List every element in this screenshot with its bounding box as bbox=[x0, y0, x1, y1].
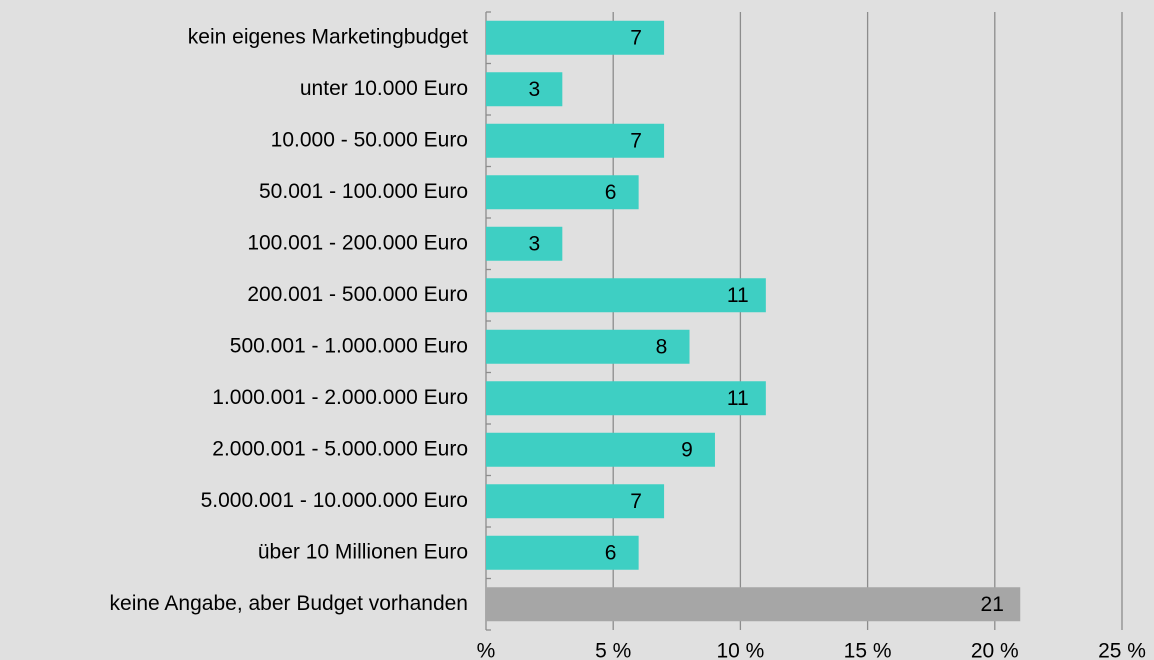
y-tick-label: keine Angabe, aber Budget vorhanden bbox=[110, 592, 468, 615]
bar bbox=[486, 72, 563, 107]
y-tick-label: 1.000.001 - 2.000.000 Euro bbox=[212, 386, 468, 409]
data-label: 21 bbox=[981, 593, 1004, 616]
data-label: 7 bbox=[630, 129, 642, 152]
y-tick-label: 5.000.001 - 10.000.000 Euro bbox=[201, 489, 468, 512]
bar bbox=[486, 175, 639, 210]
bar bbox=[486, 587, 1021, 622]
bar bbox=[486, 484, 665, 519]
data-label: 9 bbox=[681, 438, 693, 461]
x-tick-label: 10 % bbox=[716, 640, 764, 660]
x-tick-label: 20 % bbox=[971, 640, 1019, 660]
y-tick-label: unter 10.000 Euro bbox=[300, 77, 468, 100]
bar bbox=[486, 278, 766, 313]
bar bbox=[486, 226, 563, 261]
y-tick-label: 500.001 - 1.000.000 Euro bbox=[230, 334, 468, 357]
x-tick-label: 5 % bbox=[595, 640, 631, 660]
bar bbox=[486, 329, 690, 364]
data-label: 6 bbox=[605, 541, 617, 564]
bar bbox=[486, 535, 639, 570]
data-label: 11 bbox=[727, 284, 749, 307]
bar bbox=[486, 381, 766, 416]
y-tick-label: 200.001 - 500.000 Euro bbox=[247, 283, 468, 306]
y-tick-label: 50.001 - 100.000 Euro bbox=[259, 180, 468, 203]
bar bbox=[486, 432, 715, 467]
data-label: 7 bbox=[630, 26, 642, 49]
x-tick-label: 25 % bbox=[1098, 640, 1146, 660]
data-label: 8 bbox=[656, 335, 668, 358]
x-tick-label: 15 % bbox=[844, 640, 892, 660]
bar bbox=[486, 123, 665, 158]
y-tick-label: 10.000 - 50.000 Euro bbox=[271, 128, 468, 151]
data-label: 3 bbox=[528, 232, 540, 255]
bar bbox=[486, 20, 665, 55]
y-tick-label: 100.001 - 200.000 Euro bbox=[247, 231, 468, 254]
x-tick-label: % bbox=[477, 640, 496, 660]
data-label: 6 bbox=[605, 181, 617, 204]
y-tick-label: kein eigenes Marketingbudget bbox=[188, 25, 468, 48]
data-label: 11 bbox=[727, 387, 749, 410]
data-label: 3 bbox=[528, 78, 540, 101]
y-tick-label: über 10 Millionen Euro bbox=[258, 540, 468, 563]
data-label: 7 bbox=[630, 490, 642, 513]
y-tick-label: 2.000.001 - 5.000.000 Euro bbox=[212, 437, 468, 460]
